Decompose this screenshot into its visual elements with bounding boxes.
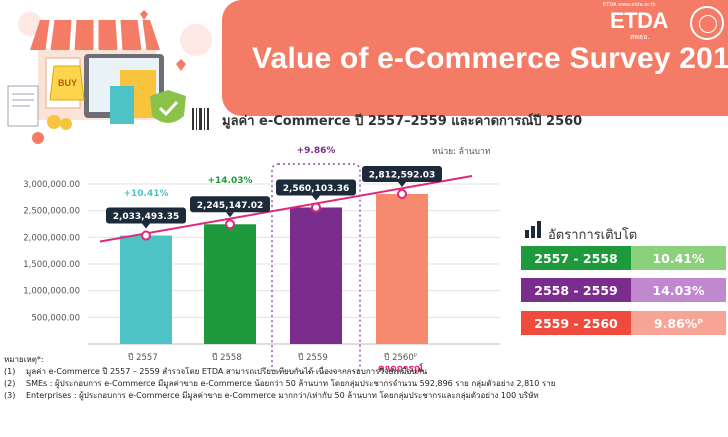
value-label-pointer [312, 195, 320, 201]
note-item: (2) SMEs : ผู้ประกอบการ e-Commerce มีมูล… [4, 378, 555, 390]
title-banner [222, 0, 728, 116]
y-tick-label: 2,500,000.00 [23, 207, 80, 217]
x-tick-label: ปี 2560ᴾ [384, 352, 418, 363]
growth-period: 2558 - 2559 [521, 278, 631, 302]
growth-value: 14.03% [631, 278, 726, 302]
trend-point [397, 188, 407, 199]
note-number: (2) [4, 379, 16, 388]
notes-heading: หมายเหตุ*: [4, 355, 44, 364]
y-tick-label: 2,000,000.00 [23, 233, 80, 243]
y-tick-label: 500,000.00 [31, 313, 80, 323]
growth-value: 10.41% [631, 246, 726, 270]
page-title: Value of e-Commerce Survey 2017 [252, 42, 728, 75]
growth-label: +10.41% [123, 189, 168, 199]
government-seal-icon [690, 6, 724, 40]
trend-point [225, 219, 235, 230]
value-label-pointer [398, 181, 406, 187]
note-text: มูลค่า e-Commerce ปี 2557 – 2559 สำรวจโด… [26, 367, 428, 376]
bar-1 [120, 235, 172, 344]
forecast-label: คาดการณ์ [378, 363, 424, 372]
svg-text:BUY: BUY [58, 78, 77, 88]
data-label: 2,560,103.36 [283, 184, 350, 194]
footnotes: หมายเหตุ*: (1) มูลค่า e-Commerce ปี 2557… [4, 354, 555, 402]
bar-chart-icon [525, 221, 541, 238]
value-label-pointer [226, 212, 234, 218]
etda-logo-sub: สพธอ. [630, 33, 650, 41]
bar-2 [204, 224, 256, 344]
growth-label: +14.03% [207, 176, 252, 186]
x-tick-label: ปี 2557 [128, 352, 158, 363]
value-label-bg [362, 165, 442, 182]
note-item: (1) มูลค่า e-Commerce ปี 2557 – 2559 สำร… [4, 366, 555, 378]
growth-row: 2559 - 2560 9.86%ᴾ [521, 311, 726, 335]
growth-label: +9.86% [297, 146, 336, 156]
bar-4 [376, 193, 428, 344]
note-number: (1) [4, 367, 16, 376]
value-label-bg [190, 196, 270, 213]
x-tick-label: ปี 2559 [298, 352, 328, 363]
note-number: (3) [4, 391, 16, 400]
data-label: 2,812,592.03 [369, 170, 436, 180]
y-tick-label: 3,000,000.00 [23, 180, 80, 190]
y-tick-label: 1,500,000.00 [23, 260, 80, 270]
growth-period: 2559 - 2560 [521, 311, 631, 335]
x-tick-label: ปี 2558 [212, 352, 242, 363]
value-label-bg [106, 207, 186, 224]
chart-subtitle: มูลค่า e-Commerce ปี 2557–2559 และคาดการ… [222, 114, 583, 129]
growth-row: 2558 - 2559 14.03% [521, 278, 726, 302]
etda-logo: ETDA [610, 8, 668, 33]
data-label: 2,245,147.02 [197, 201, 264, 211]
note-text: Enterprises : ผู้ประกอบการ e-Commerce มี… [26, 391, 539, 400]
note-text: SMEs : ผู้ประกอบการ e-Commerce มีมูลค่าข… [26, 379, 556, 388]
note-item: (3) Enterprises : ผู้ประกอบการ e-Commerc… [4, 390, 555, 402]
growth-row: 2557 - 2558 10.41% [521, 246, 726, 270]
growth-period: 2557 - 2558 [521, 246, 631, 270]
value-label-bg [276, 179, 356, 196]
data-label: 2,033,493.35 [113, 212, 180, 222]
bar-3 [290, 207, 342, 344]
y-tick-label: 1,000,000.00 [23, 287, 80, 297]
unit-label: หน่วย: ล้านบาท [432, 147, 491, 157]
bar-chart: 500,000.00 1,000,000.00 1,500,000.00 2,000,… [23, 146, 500, 372]
value-label-pointer [142, 223, 150, 229]
trend-point [141, 230, 151, 241]
trend-line [99, 175, 473, 243]
shopping-illustration: BUY [0, 0, 222, 148]
trend-point [311, 202, 321, 213]
growth-table-title: อัตราการเติบโต [548, 228, 638, 243]
brand-url: ETDA www.etda.or.th [603, 2, 656, 8]
growth-value: 9.86%ᴾ [631, 311, 726, 335]
